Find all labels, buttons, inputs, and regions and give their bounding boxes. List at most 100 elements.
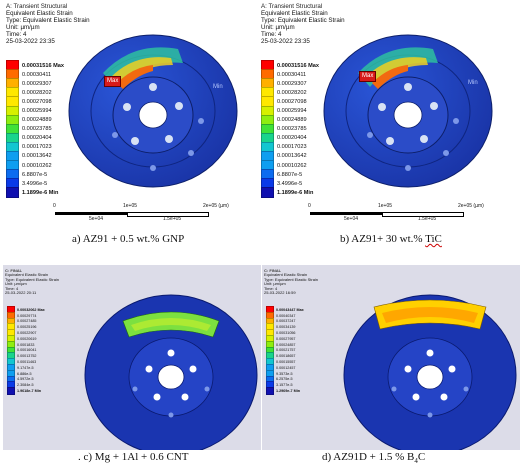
legend-label: 0.00031056 bbox=[276, 331, 296, 336]
scale-tick-1-5e5: 1.5e+05 bbox=[418, 216, 437, 222]
caption-b: b) AZ91+ 30 wt.% TiC bbox=[340, 233, 442, 245]
legend-label: 0.00012457 bbox=[276, 365, 296, 370]
legend-swatch bbox=[7, 387, 15, 395]
legend-label: 0.00022907 bbox=[17, 331, 37, 336]
legend-label: 0.00016041 bbox=[17, 348, 37, 353]
legend-swatch bbox=[6, 187, 19, 199]
legend-label: 9.1747e-5 bbox=[17, 365, 34, 370]
legend-label: 2.3084e-5 bbox=[17, 383, 34, 388]
legend-label: 0.00011463 bbox=[17, 360, 37, 365]
brake-disc-render-a bbox=[68, 34, 238, 188]
legend-label: 3.4996e-5 bbox=[277, 180, 303, 187]
caption-d: d) AZ91D + 1.5 % B4C bbox=[322, 451, 425, 465]
legend-label: 0.00028202 bbox=[277, 89, 307, 96]
result-date: 25-03-2022 23:35 bbox=[261, 37, 310, 45]
figure-panel-c: C: FINAL Equivalent Elastic Strain Type:… bbox=[3, 265, 261, 450]
legend-label: 0.00025994 bbox=[22, 108, 52, 115]
scale-bar-white bbox=[382, 212, 464, 217]
legend-label: 0.00029307 bbox=[22, 80, 52, 87]
result-name: Equivalent Elastic Strain bbox=[6, 9, 73, 17]
figure-panel-b: A: Transient Structural Equivalent Elast… bbox=[258, 3, 506, 223]
legend-label: 0.00024857 bbox=[276, 342, 296, 347]
legend-label: 4.5972e-5 bbox=[17, 377, 34, 382]
scale-tick-5e4: 5e+04 bbox=[344, 216, 359, 222]
legend-label: 0.00017023 bbox=[22, 144, 52, 151]
result-unit: Unit: µm/µm bbox=[5, 281, 27, 287]
caption-b-material: TiC bbox=[425, 233, 442, 245]
brake-disc-render-d bbox=[343, 294, 517, 450]
caption-c: . c) Mg + 1Al + 0.6 CNT bbox=[78, 451, 189, 463]
legend-label: 0.00015557 bbox=[276, 360, 296, 365]
legend-label: 3.1577e-5 bbox=[276, 383, 293, 388]
legend-label: 0.00040347 bbox=[276, 313, 296, 318]
legend-label: 0.00027098 bbox=[22, 98, 52, 105]
legend-label: 6.886e-5 bbox=[17, 371, 32, 376]
scale-bar-black bbox=[310, 212, 382, 215]
result-header: A: Transient Structural Equivalent Elast… bbox=[261, 3, 345, 46]
legend-label: 0.00013642 bbox=[277, 153, 307, 160]
legend-label: 9.3573e-5 bbox=[276, 371, 293, 376]
max-marker: Max bbox=[104, 76, 122, 87]
legend-label: 0.00010262 bbox=[277, 162, 307, 169]
legend-label: 0.00017023 bbox=[277, 144, 307, 151]
result-time: Time: 4 bbox=[5, 285, 19, 291]
result-type: Type: Equivalent Elastic Strain bbox=[5, 276, 60, 282]
scale-bar-white bbox=[127, 212, 209, 217]
analysis-title: C: FINAL bbox=[264, 268, 282, 273]
legend-label: 0.00031516 Max bbox=[22, 62, 64, 69]
min-marker: Min bbox=[213, 84, 223, 90]
result-date: 25-03-2022 16:59 bbox=[264, 290, 296, 296]
legend-label: 0.00025196 bbox=[17, 325, 37, 330]
legend-label: 0.0001833 bbox=[17, 342, 35, 347]
result-time: Time: 4 bbox=[6, 30, 27, 38]
legend-label: 0.00020404 bbox=[277, 135, 307, 142]
legend-label: 0.00027098 bbox=[277, 98, 307, 105]
contour-legend: 0.00043447 Max 0.00040347 0.00037247 0.0003… bbox=[266, 306, 304, 395]
contour-legend: 0.00031516 Max 0.00030411 0.00029307 0.0002… bbox=[6, 60, 64, 199]
result-type: Type: Equivalent Elastic Strain bbox=[6, 16, 90, 24]
legend-label: 1.2969e-7 Min bbox=[276, 389, 300, 394]
caption-d-suffix: C bbox=[417, 451, 426, 463]
result-date: 25-03-2022 23:35 bbox=[6, 37, 55, 45]
legend-label: 6.8807e-5 bbox=[22, 171, 48, 178]
result-header: C: FINAL Equivalent Elastic Strain Type:… bbox=[264, 268, 318, 296]
result-header: C: FINAL Equivalent Elastic Strain Type:… bbox=[5, 268, 60, 296]
legend-row: 1.2969e-7 Min bbox=[266, 387, 304, 395]
caption-d-text: d) AZ91D + 1.5 % B bbox=[322, 451, 415, 463]
legend-label: 6.2575e-5 bbox=[276, 377, 293, 382]
result-name: Equivalent Elastic Strain bbox=[264, 272, 308, 278]
legend-label: 0.00024889 bbox=[22, 117, 52, 124]
caption-b-text: b) AZ91+ 30 wt.% bbox=[340, 233, 426, 245]
result-unit: Unit: µm/µm bbox=[264, 281, 286, 287]
legend-label: 0.00032062 Max bbox=[17, 307, 45, 312]
legend-label: 0.00020404 bbox=[22, 135, 52, 142]
scale-tick-1e5: 1e+05 bbox=[378, 203, 393, 209]
legend-label: 0.00043447 Max bbox=[276, 307, 304, 312]
contour-legend: 0.00031516 Max 0.00030411 0.00029307 0.0002… bbox=[261, 60, 319, 199]
legend-row: 1.1899e-6 Min bbox=[261, 187, 319, 199]
legend-label: 0.00029774 bbox=[17, 313, 37, 318]
legend-label: 3.4996e-5 bbox=[22, 180, 48, 187]
scale-tick-2e5: 2e+05 (µm) bbox=[458, 203, 484, 209]
legend-label: 0.00037247 bbox=[276, 319, 296, 324]
caption-a: a) AZ91 + 0.5 wt.% GNP bbox=[72, 233, 185, 245]
legend-label: 0.00013752 bbox=[17, 354, 37, 359]
legend-label: 0.00025994 bbox=[277, 108, 307, 115]
result-header: A: Transient Structural Equivalent Elast… bbox=[6, 3, 90, 46]
legend-label: 0.00031516 Max bbox=[277, 62, 319, 69]
analysis-title: A: Transient Structural bbox=[261, 3, 323, 10]
legend-row: 1.9618e-7 Min bbox=[7, 387, 45, 395]
legend-label: 0.00018657 bbox=[276, 354, 296, 359]
caption-d-subscript: 4 bbox=[414, 457, 418, 466]
legend-label: 1.9618e-7 Min bbox=[17, 389, 41, 394]
result-time: Time: 4 bbox=[264, 285, 278, 291]
legend-label: 1.1899e-6 Min bbox=[22, 189, 59, 196]
result-unit: Unit: µm/µm bbox=[261, 23, 295, 31]
legend-label: 0.00028202 bbox=[22, 89, 52, 96]
result-unit: Unit: µm/µm bbox=[6, 23, 40, 31]
scale-bar: 0 1e+05 2e+05 (µm) 5e+04 1.5e+05 bbox=[53, 203, 243, 223]
legend-label: 0.00034139 bbox=[276, 325, 296, 330]
legend-label: 0.00024889 bbox=[277, 117, 307, 124]
brake-disc-render-c bbox=[84, 294, 258, 450]
legend-swatch bbox=[266, 387, 274, 395]
